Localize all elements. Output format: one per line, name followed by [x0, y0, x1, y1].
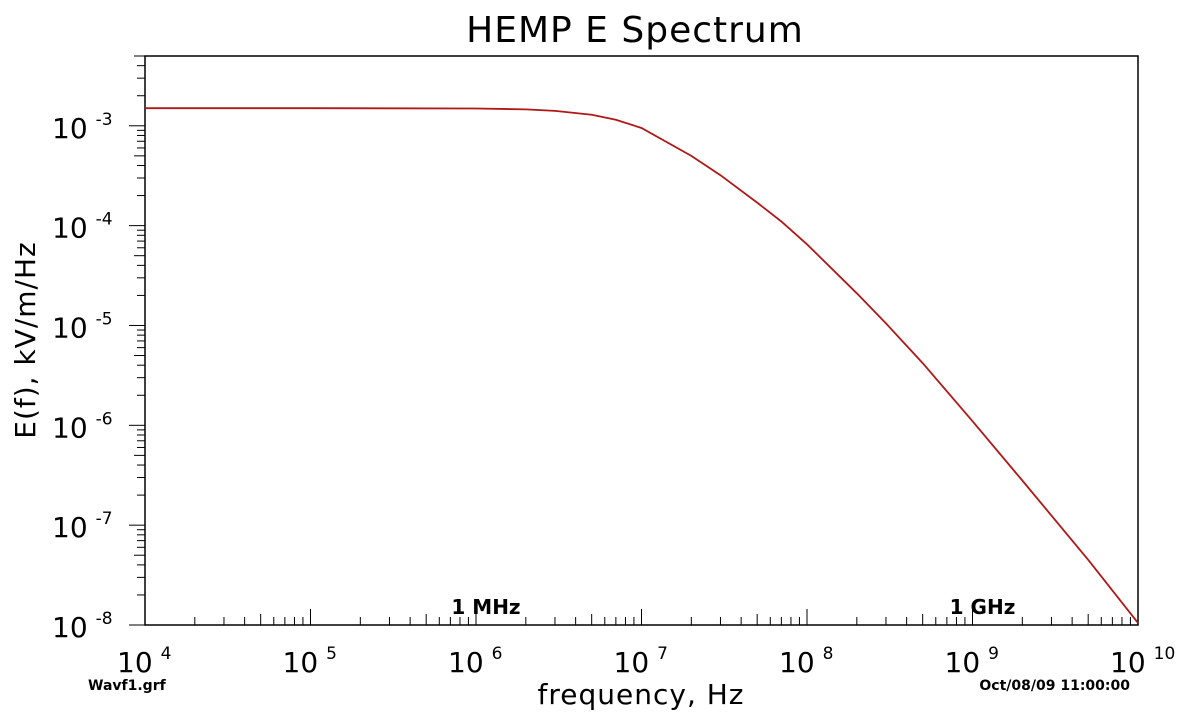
x-axis-label: frequency, Hz [538, 678, 745, 711]
y-tick-label: 10 -4 [52, 210, 113, 245]
chart-title: HEMP E Spectrum [466, 10, 804, 51]
y-tick-label: 10 -5 [52, 309, 113, 344]
footer-filename: Wavf1.grf [88, 678, 167, 694]
x-tick-label: 10 5 [283, 644, 337, 679]
tick-labels: 10 4 10 5 10 6 10 7 10 8 10 9 10 10 10 -8 10 -7 10 -6 10 -5 10… [52, 110, 1175, 679]
y-tick-label: 10 -6 [52, 409, 113, 444]
annotation-1-ghz: 1 GHz [950, 595, 1016, 619]
x-tick-label: 10 4 [117, 644, 171, 679]
y-tick-label: 10 -7 [52, 509, 113, 544]
series-line [145, 107, 1139, 624]
footer-timestamp: Oct/08/09 11:00:00 [979, 678, 1130, 694]
plot-frame [144, 55, 1139, 626]
x-tick-label: 10 9 [945, 644, 999, 679]
axis-ticks [129, 55, 1139, 626]
y-tick-label: 10 -3 [52, 110, 113, 145]
y-tick-label: 10 -8 [52, 609, 113, 644]
x-tick-label: 10 10 [1110, 644, 1175, 679]
x-tick-label: 10 6 [448, 644, 502, 679]
x-tick-label: 10 7 [614, 644, 668, 679]
x-tick-label: 10 8 [779, 644, 833, 679]
annotation-1-mhz: 1 MHz [451, 595, 520, 619]
y-axis-label: E(f), kV/m/Hz [9, 241, 42, 438]
